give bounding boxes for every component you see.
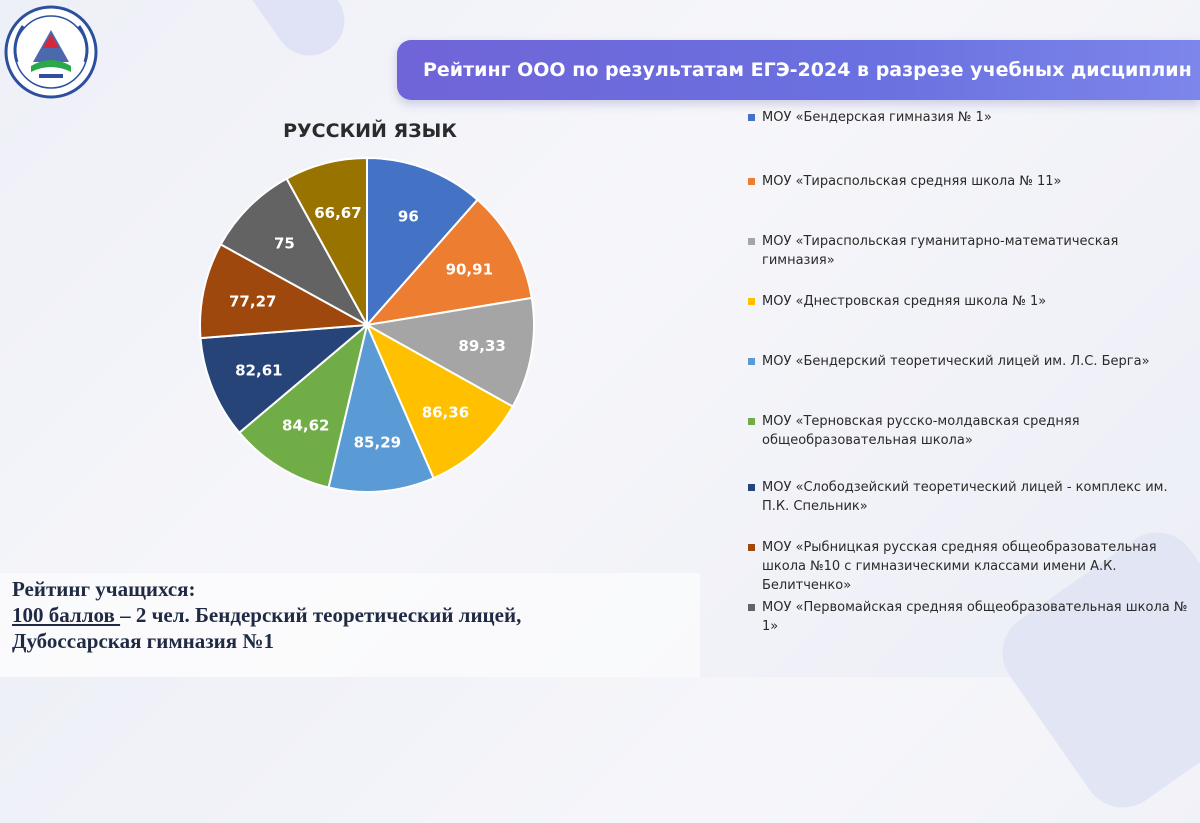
- legend-swatch: [748, 544, 755, 551]
- pie-data-label-8: 77,27: [229, 292, 276, 310]
- students-rating-line: 100 баллов – 2 чел. Бендерский теоретиче…: [12, 602, 692, 628]
- header-banner: Рейтинг ООО по результатам ЕГЭ-2024 в ра…: [397, 40, 1200, 100]
- pie-data-label-4: 86,36: [422, 404, 469, 422]
- legend-item-7: МОУ «Слободзейский теоретический лицей -…: [748, 478, 1193, 516]
- students-rating-heading: Рейтинг учащихся:: [12, 577, 196, 601]
- pie-data-label-5: 85,29: [354, 433, 401, 451]
- legend-label: МОУ «Рыбницкая русская средняя общеобраз…: [762, 540, 1157, 593]
- legend-label: МОУ «Тираспольская средняя школа № 11»: [762, 174, 1062, 189]
- pie-slice-4: [364, 322, 515, 480]
- chart-legend: МОУ «Бендерская гимназия № 1» МОУ «Тирасп…: [748, 108, 1193, 648]
- legend-swatch: [748, 238, 755, 245]
- decorative-shape: [231, 0, 359, 70]
- chart-title: РУССКИЙ ЯЗЫК: [283, 120, 457, 142]
- pie-slice-1: [366, 156, 479, 328]
- legend-item-5: МОУ «Бендерский теоретический лицей им. …: [748, 352, 1193, 371]
- score-100-detail: – 2 чел. Бендерский теоретический лицей,: [120, 603, 522, 627]
- pie-slice-6: [237, 322, 369, 489]
- pie-data-label-9: 75: [274, 234, 295, 252]
- pie-slice-10: [285, 156, 368, 326]
- page-title: Рейтинг ООО по результатам ЕГЭ-2024 в ра…: [423, 59, 1192, 81]
- pie-data-label-3: 89,33: [458, 337, 505, 355]
- legend-swatch: [748, 418, 755, 425]
- legend-swatch: [748, 298, 755, 305]
- pie-slice-7: [199, 323, 371, 435]
- pie-data-label-7: 82,61: [235, 361, 282, 379]
- legend-label: МОУ «Терновская русско-молдавская средня…: [762, 414, 1080, 448]
- bottom-info-box: [0, 573, 700, 677]
- legend-swatch: [748, 604, 755, 611]
- pie-data-label-1: 96: [398, 208, 419, 226]
- legend-label: МОУ «Слободзейский теоретический лицей -…: [762, 480, 1168, 514]
- legend-swatch: [748, 114, 755, 121]
- pie-slice-2: [364, 198, 533, 327]
- pie-slice-5: [327, 321, 435, 493]
- legend-label: МОУ «Первомайская средняя общеобразовате…: [762, 600, 1188, 634]
- pie-data-label-6: 84,62: [282, 417, 329, 435]
- students-rating-line-3: Дубоссарская гимназия №1: [12, 629, 274, 653]
- pie-data-label-10: 66,67: [314, 204, 361, 222]
- legend-label: МОУ «Бендерский теоретический лицей им. …: [762, 354, 1150, 369]
- legend-item-2: МОУ «Тираспольская средняя школа № 11»: [748, 172, 1193, 191]
- legend-item-6: МОУ «Терновская русско-молдавская средня…: [748, 412, 1193, 450]
- legend-label: МОУ «Бендерская гимназия № 1»: [762, 110, 992, 125]
- legend-item-4: МОУ «Днестровская средняя школа № 1»: [748, 292, 1193, 311]
- legend-item-9: МОУ «Первомайская средняя общеобразовате…: [748, 598, 1193, 636]
- legend-label: МОУ «Тираспольская гуманитарно-математич…: [762, 234, 1119, 268]
- legend-swatch: [748, 484, 755, 491]
- score-100-label: 100 баллов: [12, 603, 121, 627]
- legend-label: МОУ «Днестровская средняя школа № 1»: [762, 294, 1047, 309]
- legend-swatch: [748, 358, 755, 365]
- pie-data-label-2: 90,91: [446, 260, 493, 278]
- ministry-emblem-icon: [4, 5, 98, 99]
- legend-swatch: [748, 178, 755, 185]
- pie-slice-3: [364, 296, 535, 408]
- legend-item-3: МОУ «Тираспольская гуманитарно-математич…: [748, 232, 1193, 270]
- legend-item-8: МОУ «Рыбницкая русская средняя общеобраз…: [748, 538, 1193, 595]
- pie-chart: 96 90,91 89,33 86,36 85,29 84,62 82,61 77,27 75 6…: [199, 156, 535, 493]
- pie-slice-9: [219, 177, 370, 328]
- students-rating-text: Рейтинг учащихся: 100 баллов – 2 чел. Бе…: [12, 576, 692, 654]
- legend-item-1: МОУ «Бендерская гимназия № 1»: [748, 108, 1193, 127]
- pie-slice-8: [199, 243, 371, 340]
